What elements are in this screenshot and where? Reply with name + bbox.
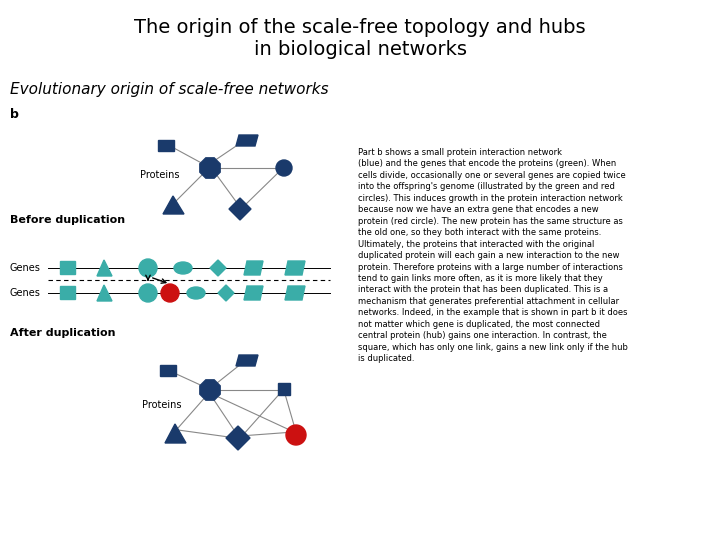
Text: Evolutionary origin of scale-free networks: Evolutionary origin of scale-free networ… (10, 82, 328, 97)
Polygon shape (229, 198, 251, 220)
Polygon shape (165, 424, 186, 443)
FancyBboxPatch shape (278, 383, 290, 395)
Polygon shape (236, 355, 258, 366)
Polygon shape (226, 426, 250, 450)
Polygon shape (285, 261, 305, 275)
Circle shape (276, 160, 292, 176)
Ellipse shape (174, 262, 192, 274)
Circle shape (161, 284, 179, 302)
Circle shape (139, 259, 157, 277)
Text: Part b shows a small protein interaction network
(blue) and the genes that encod: Part b shows a small protein interaction… (358, 148, 628, 363)
Polygon shape (210, 260, 226, 276)
Text: After duplication: After duplication (10, 328, 115, 338)
Polygon shape (244, 261, 263, 275)
Text: Before duplication: Before duplication (10, 215, 125, 225)
FancyBboxPatch shape (158, 140, 174, 151)
Circle shape (286, 425, 306, 445)
Ellipse shape (187, 287, 205, 299)
Polygon shape (244, 286, 263, 300)
FancyBboxPatch shape (160, 365, 176, 376)
FancyBboxPatch shape (60, 261, 75, 274)
Polygon shape (163, 196, 184, 214)
Polygon shape (285, 286, 305, 300)
Text: Genes: Genes (10, 288, 41, 298)
Text: The origin of the scale-free topology and hubs
in biological networks: The origin of the scale-free topology an… (134, 18, 586, 59)
Text: Proteins: Proteins (140, 170, 179, 180)
Text: Genes: Genes (10, 263, 41, 273)
Text: b: b (10, 108, 19, 121)
Polygon shape (218, 285, 234, 301)
Polygon shape (97, 260, 112, 276)
Circle shape (139, 284, 157, 302)
Text: Proteins: Proteins (142, 400, 181, 410)
Polygon shape (97, 285, 112, 301)
FancyBboxPatch shape (60, 286, 75, 299)
Polygon shape (236, 135, 258, 146)
